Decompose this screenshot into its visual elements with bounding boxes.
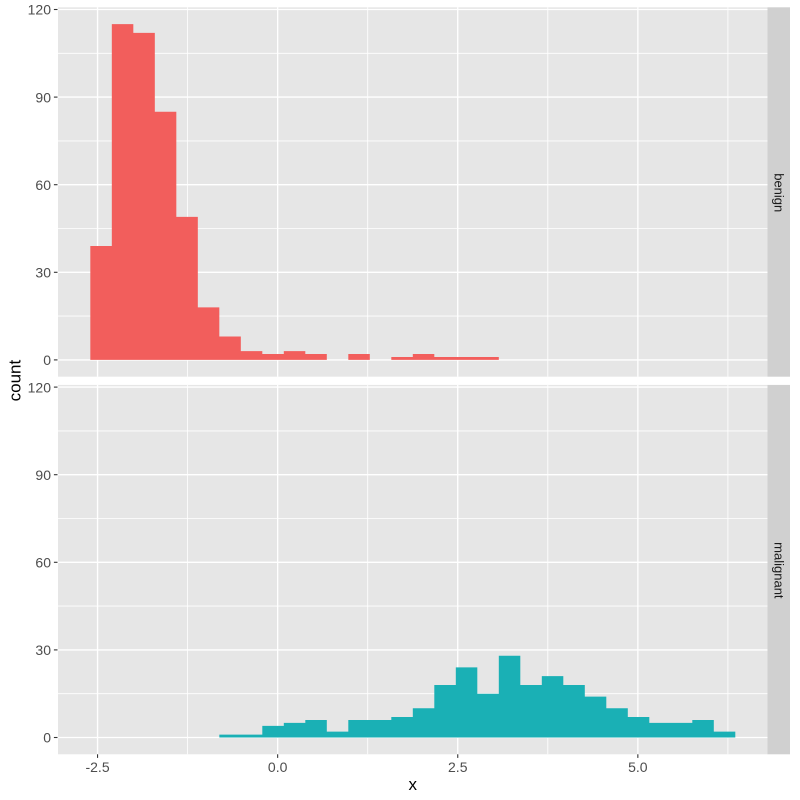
svg-text:120: 120 (28, 2, 52, 18)
svg-text:count: count (5, 360, 24, 402)
svg-text:90: 90 (35, 467, 51, 483)
svg-text:x: x (409, 775, 418, 794)
svg-text:-2.5: -2.5 (85, 759, 109, 775)
svg-text:2.5: 2.5 (448, 759, 468, 775)
svg-text:0.0: 0.0 (268, 759, 288, 775)
svg-text:0: 0 (43, 730, 51, 746)
svg-text:malignant: malignant (771, 542, 786, 599)
svg-text:60: 60 (35, 177, 51, 193)
svg-text:benign: benign (771, 173, 786, 212)
svg-text:120: 120 (28, 379, 52, 395)
svg-text:5.0: 5.0 (628, 759, 648, 775)
svg-text:60: 60 (35, 555, 51, 571)
svg-text:30: 30 (35, 265, 51, 281)
svg-text:30: 30 (35, 642, 51, 658)
svg-text:0: 0 (43, 352, 51, 368)
svg-text:90: 90 (35, 89, 51, 105)
